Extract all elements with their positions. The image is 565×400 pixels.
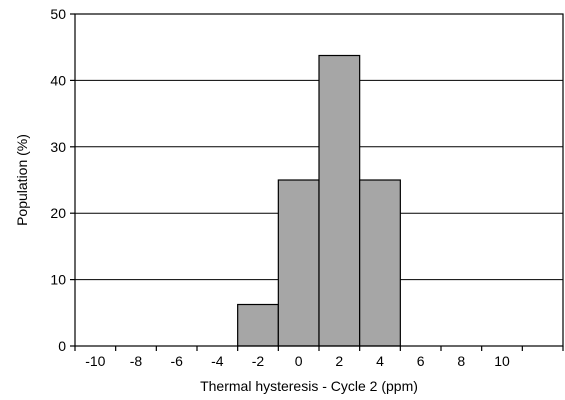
y-tick-label: 10 <box>50 272 66 288</box>
x-tick-label: 0 <box>295 353 303 369</box>
bar <box>277 179 320 347</box>
y-tick-label: 30 <box>50 139 66 155</box>
x-tick-label: -8 <box>130 353 143 369</box>
x-ticks: -10 -8 -6 -4 -2 0 2 4 6 8 10 <box>74 346 564 369</box>
x-tick-label: 6 <box>417 353 425 369</box>
x-tick-label: -10 <box>85 353 105 369</box>
x-tick-label: 4 <box>376 353 384 369</box>
y-tick-label: 20 <box>50 205 66 221</box>
bar <box>318 54 361 347</box>
x-tick-label: -2 <box>252 353 265 369</box>
bar <box>359 179 401 347</box>
y-axis-label: Population (%) <box>14 134 30 226</box>
x-axis-label: Thermal hysteresis - Cycle 2 (ppm) <box>200 378 418 394</box>
y-tick-label: 0 <box>58 338 66 354</box>
y-tick-label: 40 <box>50 72 66 88</box>
x-tick-label: 10 <box>494 353 510 369</box>
y-ticks: 0 10 20 30 40 50 <box>50 6 75 354</box>
x-tick-label: 2 <box>335 353 343 369</box>
bar <box>237 303 279 347</box>
x-tick-label: -4 <box>211 353 224 369</box>
x-tick-label: -6 <box>170 353 183 369</box>
bars <box>237 54 401 347</box>
y-tick-label: 50 <box>50 6 66 22</box>
x-tick-label: 8 <box>457 353 465 369</box>
